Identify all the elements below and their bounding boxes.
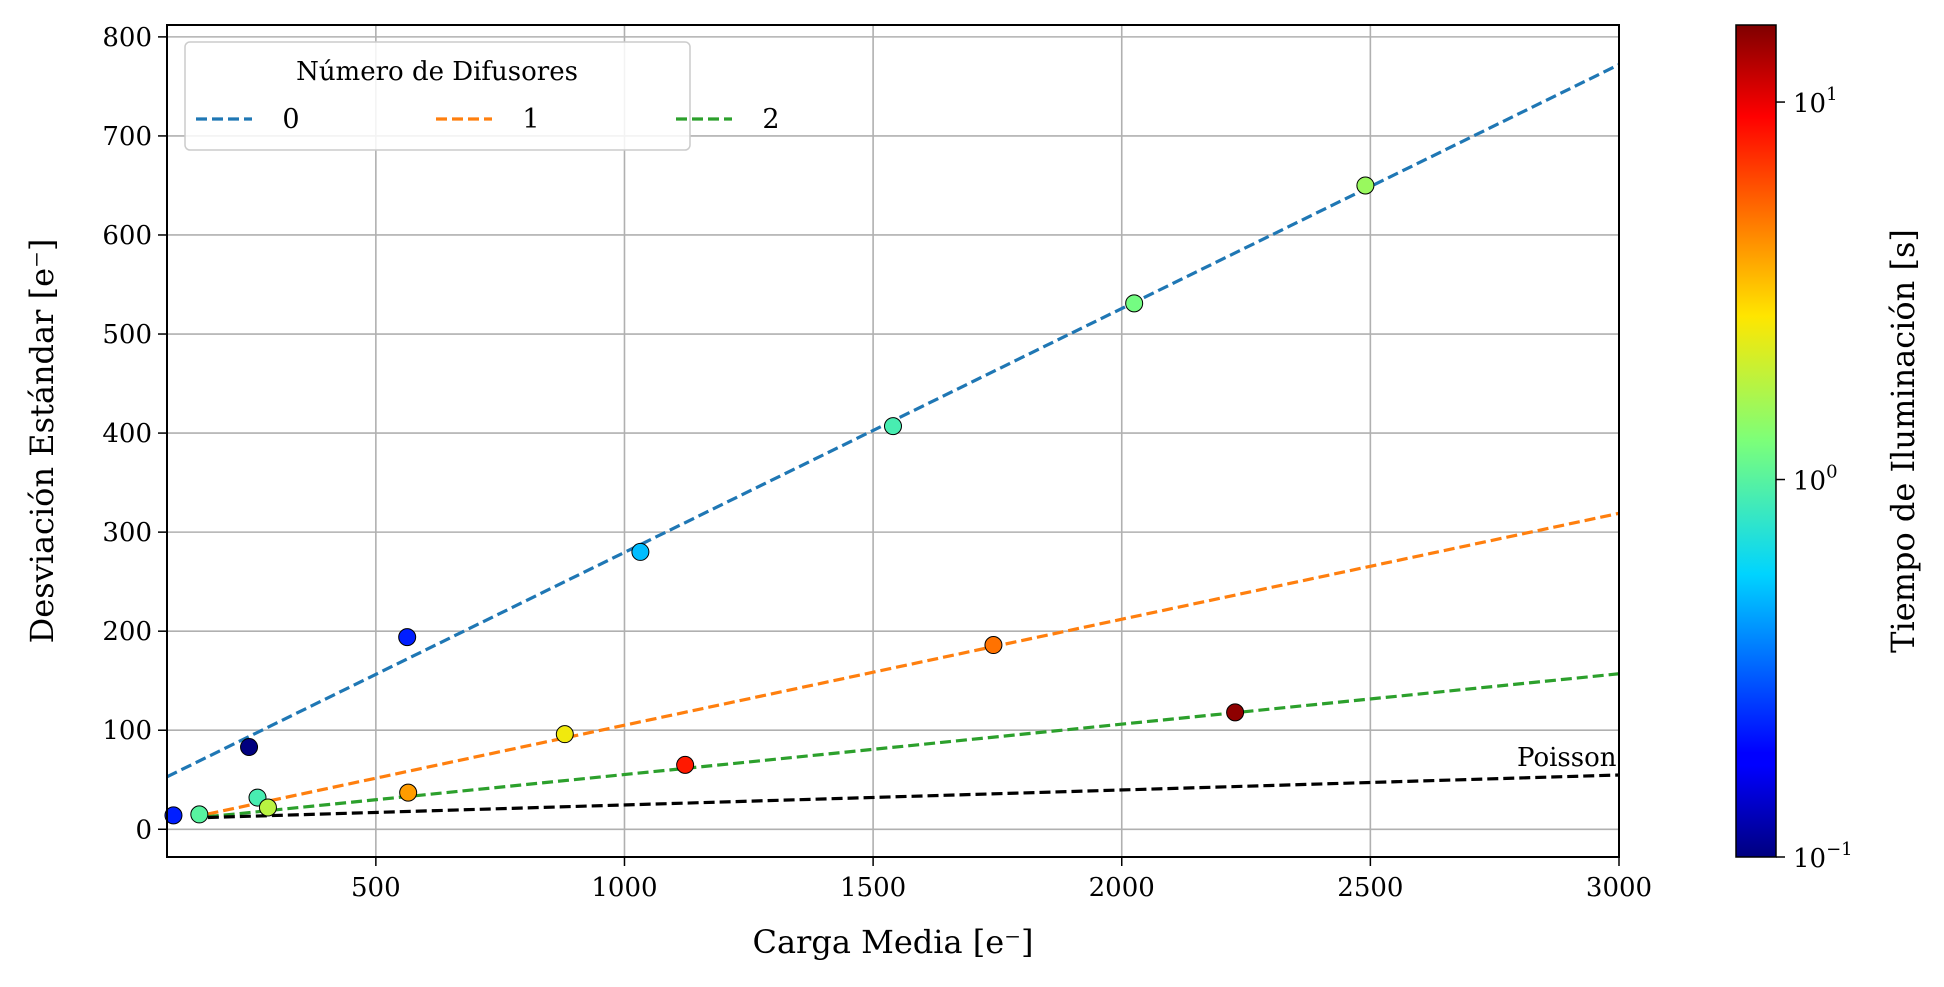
y-tick-label: 700 bbox=[102, 122, 152, 152]
legend-title: Número de Difusores bbox=[296, 57, 578, 87]
legend: Número de Difusores 0 1 2 bbox=[184, 41, 780, 151]
colorbar-label: Tiempo de Iluminación [s] bbox=[1884, 229, 1922, 653]
axis-ticks: 500 1000 1500 2000 2500 3000 0 100 200 300 400 500 6… bbox=[102, 23, 1652, 903]
colorbar-tick-label: 10−1 bbox=[1793, 839, 1853, 874]
poisson-label: Poisson bbox=[1517, 743, 1617, 773]
y-tick-label: 300 bbox=[102, 518, 152, 548]
x-axis-label: Carga Media [e⁻] bbox=[752, 923, 1033, 961]
legend-label: 1 bbox=[522, 104, 539, 135]
y-axis-label: Desviación Estándar [e⁻] bbox=[23, 239, 61, 644]
data-point bbox=[884, 417, 902, 436]
y-tick-label: 600 bbox=[102, 221, 152, 251]
y-tick-label: 400 bbox=[102, 419, 152, 449]
y-tick-label: 0 bbox=[135, 815, 152, 845]
y-tick-label: 500 bbox=[102, 320, 152, 350]
y-tick-label: 800 bbox=[102, 23, 152, 53]
legend-label: 0 bbox=[282, 104, 299, 135]
data-point bbox=[190, 805, 209, 824]
data-point bbox=[258, 798, 277, 817]
data-point bbox=[676, 755, 695, 774]
legend-label: 2 bbox=[762, 104, 779, 135]
data-point bbox=[631, 542, 650, 561]
data-point bbox=[240, 738, 259, 757]
colorbar-gradient bbox=[1735, 24, 1777, 858]
annotations: Poisson bbox=[1517, 743, 1617, 773]
data-point bbox=[984, 636, 1003, 655]
x-tick-label: 1000 bbox=[591, 873, 657, 903]
data-point bbox=[398, 628, 417, 647]
plot-frame bbox=[166, 24, 1620, 858]
x-tick-label: 1500 bbox=[840, 873, 906, 903]
x-tick-label: 2000 bbox=[1089, 873, 1155, 903]
data-point bbox=[1226, 703, 1245, 722]
data-point bbox=[399, 783, 418, 802]
colorbar-tick-label: 100 bbox=[1793, 462, 1838, 497]
y-tick-label: 100 bbox=[102, 716, 152, 746]
data-points bbox=[164, 176, 1375, 825]
data-point bbox=[1125, 294, 1144, 313]
fit-lines bbox=[167, 63, 1619, 820]
x-tick-label: 500 bbox=[351, 873, 401, 903]
data-point bbox=[164, 806, 183, 825]
colorbar: 10−1 100 101 bbox=[1735, 24, 1853, 874]
data-point bbox=[1356, 176, 1375, 195]
x-tick-label: 3000 bbox=[1586, 873, 1652, 903]
x-tick-label: 2500 bbox=[1337, 873, 1403, 903]
data-point bbox=[555, 725, 574, 744]
legend-box bbox=[184, 41, 691, 151]
fit-line bbox=[191, 511, 1619, 819]
fit-line bbox=[191, 773, 1619, 820]
colorbar-tick-label: 101 bbox=[1793, 84, 1838, 119]
y-tick-label: 200 bbox=[102, 617, 152, 647]
